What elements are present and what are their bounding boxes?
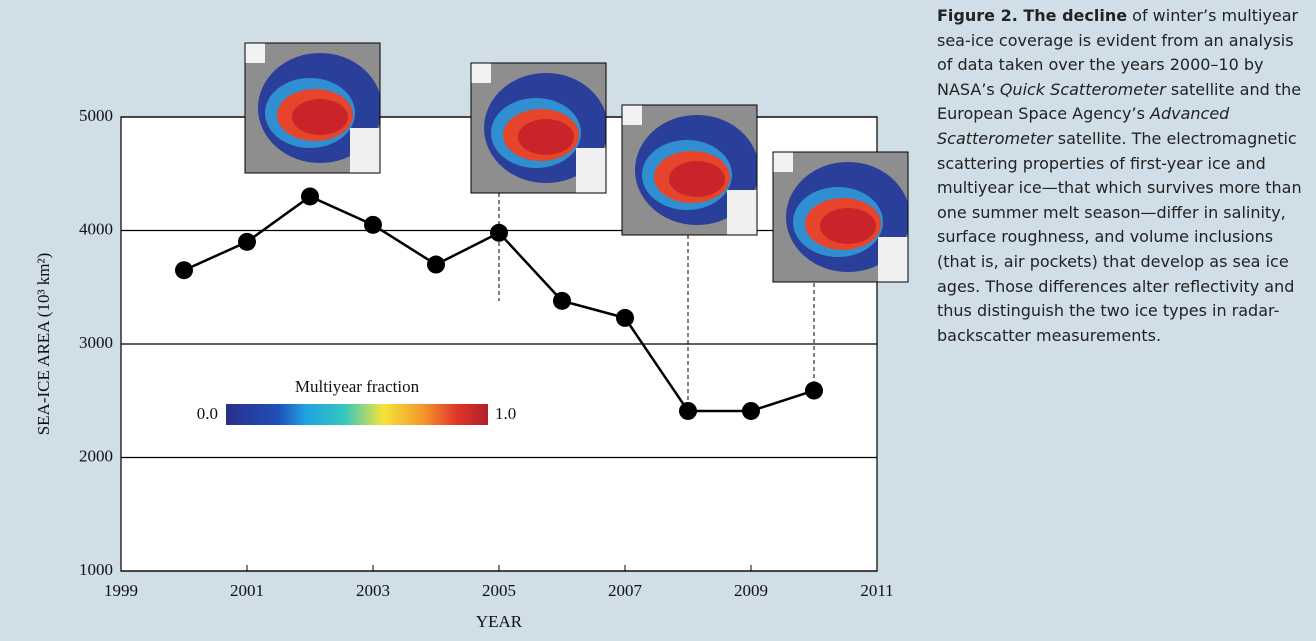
y-axis-label: SEA-ICE AREA (10³ km²) bbox=[34, 253, 53, 436]
ice-map bbox=[622, 105, 759, 235]
ice-map bbox=[245, 43, 382, 173]
data-point bbox=[679, 402, 697, 420]
data-point bbox=[616, 309, 634, 327]
y-tick-label: 2000 bbox=[79, 446, 113, 465]
caption: Figure 2. The decline of winter’s multiy… bbox=[937, 4, 1309, 348]
x-tick-label: 2003 bbox=[356, 581, 390, 600]
data-point bbox=[301, 187, 319, 205]
ice-map bbox=[471, 63, 608, 193]
data-point bbox=[427, 256, 445, 274]
data-point bbox=[175, 261, 193, 279]
y-tick-label: 1000 bbox=[79, 560, 113, 579]
data-point bbox=[805, 382, 823, 400]
x-tick-label: 1999 bbox=[104, 581, 138, 600]
x-tick-label: 2011 bbox=[860, 581, 893, 600]
caption-lead: Figure 2. The decline bbox=[937, 6, 1127, 25]
colorbar-min: 0.0 bbox=[197, 404, 218, 423]
data-point bbox=[364, 216, 382, 234]
colorbar-title: Multiyear fraction bbox=[295, 377, 420, 396]
ice-map bbox=[773, 152, 910, 282]
caption-text: satellite. The electromagnetic scatterin… bbox=[937, 129, 1302, 345]
y-tick-label: 3000 bbox=[79, 333, 113, 352]
x-axis-label: YEAR bbox=[476, 612, 523, 631]
x-tick-label: 2009 bbox=[734, 581, 768, 600]
x-tick-label: 2007 bbox=[608, 581, 643, 600]
chart: Multiyear fraction 0.0 1.0 YEAR SEA-ICE … bbox=[0, 0, 930, 641]
data-point bbox=[238, 233, 256, 251]
data-point bbox=[490, 224, 508, 242]
data-point bbox=[742, 402, 760, 420]
y-tick-label: 5000 bbox=[79, 106, 113, 125]
colorbar-max: 1.0 bbox=[495, 404, 516, 423]
colorbar bbox=[226, 404, 488, 425]
x-tick-label: 2005 bbox=[482, 581, 516, 600]
caption-text: Quick Scatterometer bbox=[1000, 80, 1166, 99]
data-point bbox=[553, 292, 571, 310]
y-tick-label: 4000 bbox=[79, 219, 113, 238]
page: Multiyear fraction 0.0 1.0 YEAR SEA-ICE … bbox=[0, 0, 1316, 641]
x-tick-label: 2001 bbox=[230, 581, 264, 600]
